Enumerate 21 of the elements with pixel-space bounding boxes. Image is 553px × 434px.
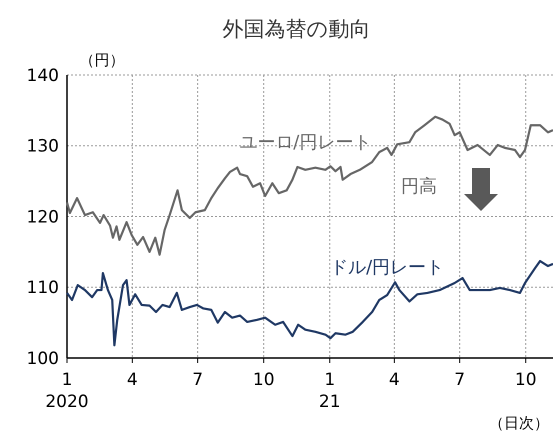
y-tick-label: 120 — [26, 207, 59, 228]
annotation: 円高 — [401, 176, 437, 197]
x-tick-label: 7 — [192, 370, 204, 390]
series-label: ドル/円レート — [330, 257, 444, 278]
x-tick-label: 1 2020 — [45, 370, 89, 412]
x-tick-label: 7 — [454, 370, 466, 390]
series-label: ユーロ/円レート — [239, 132, 372, 153]
line-series — [66, 116, 553, 256]
x-tick-label: 10 — [514, 370, 537, 390]
x-tick-label: 10 — [252, 370, 275, 390]
x-tick-label: 1 21 — [318, 370, 341, 412]
y-tick-label: 130 — [26, 136, 59, 157]
y-tick-label: 100 — [26, 348, 59, 369]
x-tick-label: 4 — [126, 370, 138, 390]
chart-title: 外国為替の動向 — [222, 17, 370, 41]
y-axis-title: （円） — [80, 51, 124, 69]
x-axis-title: （日次） — [489, 414, 549, 432]
x-tick-label: 4 — [388, 370, 400, 390]
line-series — [66, 260, 553, 346]
y-tick-label: 110 — [26, 278, 59, 298]
y-tick-label: 140 — [26, 66, 59, 86]
